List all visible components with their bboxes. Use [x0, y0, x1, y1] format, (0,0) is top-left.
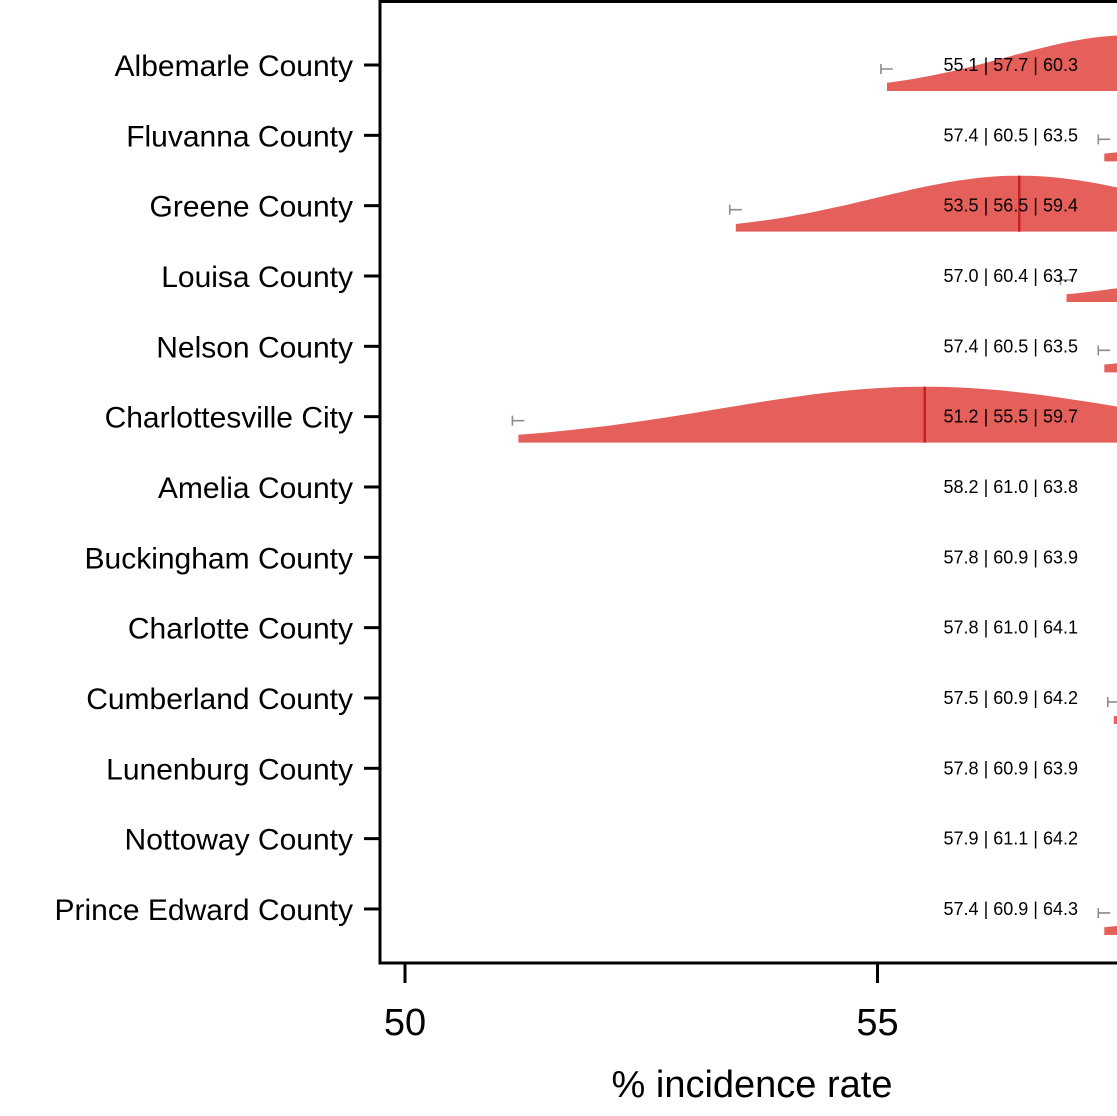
interval-label: 51.2 | 55.5 | 59.7	[944, 407, 1078, 427]
density-ridge	[1066, 288, 1117, 302]
interval-low-cap	[1097, 907, 1111, 918]
interval-label: 58.2 | 61.0 | 63.8	[944, 477, 1078, 497]
row-5: 51.2 | 55.5 | 59.7	[511, 386, 1117, 443]
interval-low-cap	[1106, 696, 1117, 707]
x-axis-title: % incidence rate	[612, 1064, 893, 1106]
county-label: Louisa County	[161, 261, 353, 294]
interval-label: 53.5 | 56.5 | 59.4	[944, 196, 1078, 216]
interval-label: 57.0 | 60.4 | 63.7	[944, 266, 1078, 286]
county-label: Buckingham County	[85, 542, 353, 575]
row-12: 57.4 | 60.9 | 64.3	[944, 899, 1117, 935]
interval-label: 55.1 | 57.7 | 60.3	[944, 55, 1078, 75]
interval-label: 57.4 | 60.5 | 63.5	[944, 125, 1078, 145]
density-ridge	[518, 386, 1117, 443]
rows: 55.1 | 57.7 | 60.3 57.4 | 60.5 | 63.5 53.5…	[511, 35, 1117, 935]
density-ridge	[1104, 363, 1117, 373]
county-label: Albemarle County	[115, 50, 353, 83]
county-label: Prince Edward County	[55, 894, 353, 927]
row-3: 57.0 | 60.4 | 63.7	[944, 266, 1117, 302]
interval-low-cap	[1097, 345, 1111, 356]
interval-label: 57.5 | 60.9 | 64.2	[944, 688, 1078, 708]
interval-label: 57.8 | 60.9 | 63.9	[944, 758, 1078, 778]
row-6: 58.2 | 61.0 | 63.8	[944, 477, 1078, 497]
density-ridge	[1104, 152, 1117, 162]
row-9: 57.5 | 60.9 | 64.2	[944, 688, 1117, 724]
county-label: Nottoway County	[125, 824, 353, 857]
density-ridge	[886, 35, 1117, 91]
row-7: 57.8 | 60.9 | 63.9	[944, 547, 1078, 567]
density-ridge	[735, 175, 1117, 232]
row-11: 57.9 | 61.1 | 64.2	[944, 829, 1078, 849]
interval-label: 57.8 | 60.9 | 63.9	[944, 547, 1078, 567]
county-label: Charlotte County	[128, 613, 353, 646]
density-ridge	[1104, 925, 1117, 935]
county-label: Greene County	[150, 191, 353, 224]
interval-low-cap	[1097, 134, 1111, 145]
x-tick-label: 50	[384, 1002, 426, 1044]
county-label: Charlottesville City	[105, 402, 353, 435]
county-label: Fluvanna County	[126, 120, 353, 153]
county-label: Amelia County	[158, 472, 353, 505]
row-8: 57.8 | 61.0 | 64.1	[944, 618, 1078, 638]
interval-low-cap	[511, 415, 525, 426]
plot-frame	[378, 0, 1117, 965]
plot-border	[378, 0, 1117, 965]
interval-low-cap	[1059, 274, 1073, 285]
interval-low-cap	[728, 204, 742, 215]
row-4: 57.4 | 60.5 | 63.5	[944, 336, 1117, 373]
row-0: 55.1 | 57.7 | 60.3	[880, 35, 1117, 91]
x-tick-label: 55	[856, 1002, 898, 1044]
row-2: 53.5 | 56.5 | 59.4	[728, 175, 1117, 232]
y-axis: Albemarle County Fluvanna County Greene Co…	[55, 50, 380, 927]
county-label: Cumberland County	[86, 683, 353, 716]
interval-label: 57.8 | 61.0 | 64.1	[944, 618, 1078, 638]
interval-label: 57.9 | 61.1 | 64.2	[944, 829, 1078, 849]
density-ridge	[1113, 715, 1117, 724]
row-1: 57.4 | 60.5 | 63.5	[944, 125, 1117, 162]
interval-label: 57.4 | 60.9 | 64.3	[944, 899, 1078, 919]
interval-low-cap	[880, 64, 893, 74]
county-label: Lunenburg County	[106, 753, 353, 786]
x-axis: 50556065	[384, 963, 899, 1044]
interval-label: 57.4 | 60.5 | 63.5	[944, 336, 1078, 356]
county-label: Nelson County	[156, 331, 353, 364]
row-10: 57.8 | 60.9 | 63.9	[944, 758, 1078, 778]
